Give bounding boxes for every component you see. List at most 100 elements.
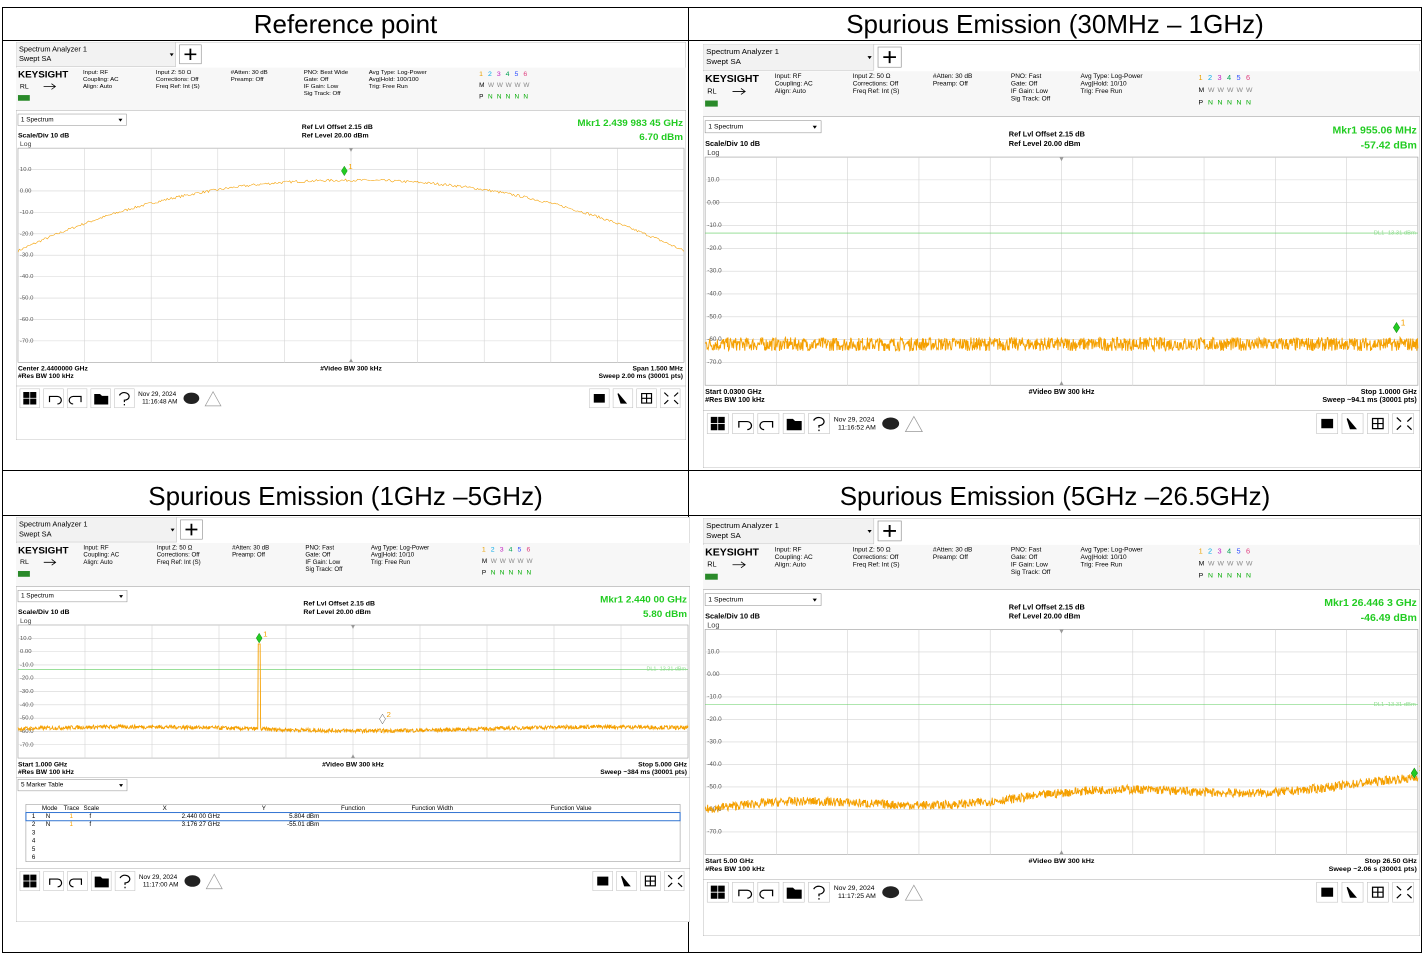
zoom-icon bbox=[1396, 417, 1413, 431]
keyboard-icon bbox=[597, 876, 609, 886]
bottom-left: #Res BW 100 kHz bbox=[705, 397, 765, 404]
setting: Trig: Free Run bbox=[1080, 88, 1122, 95]
detector: N bbox=[518, 570, 523, 577]
bottom-left: #Res BW 100 kHz bbox=[18, 373, 74, 380]
y-label: -20.0 bbox=[20, 676, 34, 682]
trace-type: W bbox=[500, 558, 506, 565]
setting: Gate: Off bbox=[305, 553, 330, 559]
dropdown bbox=[118, 118, 123, 122]
toolbar-button bbox=[757, 413, 780, 434]
detector: N bbox=[1237, 99, 1242, 106]
warning-icon bbox=[205, 873, 223, 890]
bottom-right: Sweep 2.00 ms (30001 pts) bbox=[599, 373, 683, 380]
ref-offset: Ref Lvl Offset 2.15 dB bbox=[1009, 604, 1085, 612]
detector: N bbox=[488, 94, 493, 101]
setting: Preamp: Off bbox=[933, 554, 968, 561]
bottom-center: #Video BW 300 kHz bbox=[1029, 858, 1096, 865]
y-label: 0.00 bbox=[20, 649, 32, 655]
grid-icon bbox=[644, 875, 656, 887]
setting: Input: RF bbox=[775, 547, 802, 554]
table-header: Scale bbox=[84, 805, 100, 812]
setting: Sig Track: Off bbox=[1011, 569, 1051, 576]
folder-icon bbox=[94, 393, 109, 405]
setting: Input Z: 50 Ω bbox=[853, 73, 891, 80]
toolbar-button bbox=[660, 388, 681, 409]
scale-div: Scale/Div 10 dB bbox=[18, 133, 69, 140]
y-label: 10.0 bbox=[20, 167, 31, 173]
detector: P bbox=[482, 570, 486, 577]
setting: IF Gain: Low bbox=[1011, 562, 1048, 569]
y-label: -50.0 bbox=[707, 313, 722, 320]
setting: Avg|Hold: 10/10 bbox=[371, 553, 415, 559]
setting: Sig Track: Off bbox=[1011, 96, 1051, 103]
windows-icon bbox=[710, 885, 725, 899]
trace-number: 6 bbox=[1246, 73, 1250, 82]
app-name: Spectrum Analyzer 1 bbox=[706, 521, 779, 530]
brand: KEYSIGHT bbox=[18, 545, 69, 556]
bottom-right: Sweep ~384 ms (30001 pts) bbox=[600, 769, 687, 776]
bottom-right: Sweep ~94.1 ms (30001 pts) bbox=[1322, 397, 1416, 404]
y-label: -50.0 bbox=[20, 716, 34, 722]
trace-number: 3 bbox=[497, 71, 501, 78]
table-cell: N bbox=[46, 821, 51, 828]
table-title: 5 Marker Table bbox=[21, 782, 64, 789]
window-select bbox=[704, 593, 822, 606]
log-label: Log bbox=[707, 148, 719, 157]
tab bbox=[703, 44, 875, 71]
toolbar-button bbox=[1341, 882, 1364, 903]
y-label: -70.0 bbox=[707, 359, 722, 366]
windows-icon bbox=[710, 416, 725, 431]
keyboard-icon bbox=[1321, 887, 1334, 897]
rl: RL bbox=[20, 559, 29, 566]
date: Nov 29, 2024 bbox=[138, 391, 177, 398]
setting: Avg Type: Log-Power bbox=[369, 70, 427, 76]
setting: Coupling: AC bbox=[83, 553, 119, 559]
marker-value: 6.70 dBm bbox=[639, 132, 683, 143]
windows-icon bbox=[23, 874, 37, 888]
row-highlight bbox=[25, 812, 681, 822]
trace-number: 6 bbox=[1246, 548, 1250, 556]
y-label: 0.00 bbox=[707, 199, 720, 206]
y-label: -70.0 bbox=[20, 338, 33, 344]
undo-icon bbox=[738, 889, 753, 899]
zoom-icon bbox=[1396, 885, 1413, 899]
undo-icon bbox=[48, 395, 62, 405]
lxi-badge bbox=[705, 573, 718, 580]
setting: Input: RF bbox=[83, 70, 108, 76]
window-select bbox=[17, 590, 128, 603]
cell-title: Spurious Emission (1GHz –5GHz) bbox=[148, 481, 543, 511]
toolbar-button bbox=[808, 413, 830, 434]
setting: Sig Track: Off bbox=[304, 91, 341, 97]
bottom-left: #Res BW 100 kHz bbox=[18, 769, 75, 776]
table-cell: 5 bbox=[32, 846, 36, 853]
y-label: -10.0 bbox=[20, 663, 34, 669]
detector: N bbox=[1227, 99, 1232, 106]
toolbar-button bbox=[1392, 882, 1414, 903]
y-label: -50.0 bbox=[20, 296, 33, 302]
trace-number: 1 bbox=[1199, 548, 1203, 556]
rl-arrow bbox=[43, 559, 57, 566]
setting: Coupling: AC bbox=[775, 81, 813, 88]
windows-icon bbox=[23, 392, 37, 405]
toolbar-button bbox=[43, 871, 64, 891]
border bbox=[2, 515, 1422, 516]
setting: Gate: Off bbox=[1011, 81, 1038, 88]
help-icon bbox=[813, 416, 825, 432]
toolbar-button bbox=[612, 388, 634, 409]
bottom-center: #Video BW 300 kHz bbox=[322, 762, 385, 769]
trace-type: M bbox=[1199, 561, 1205, 568]
detector: N bbox=[491, 570, 496, 577]
mode-name: Swept SA bbox=[19, 529, 52, 538]
detector: N bbox=[1246, 99, 1251, 106]
detector: N bbox=[1237, 573, 1242, 580]
setting: IF Gain: Low bbox=[1011, 88, 1048, 95]
display-line-label: DL1 -13.31 dBm bbox=[1374, 231, 1416, 237]
setting: Gate: Off bbox=[304, 77, 329, 83]
setting: Input Z: 50 Ω bbox=[156, 70, 192, 76]
trace-type: W bbox=[1218, 87, 1225, 94]
trace bbox=[17, 643, 689, 735]
table-header: X bbox=[163, 805, 167, 812]
border bbox=[2, 470, 1422, 471]
